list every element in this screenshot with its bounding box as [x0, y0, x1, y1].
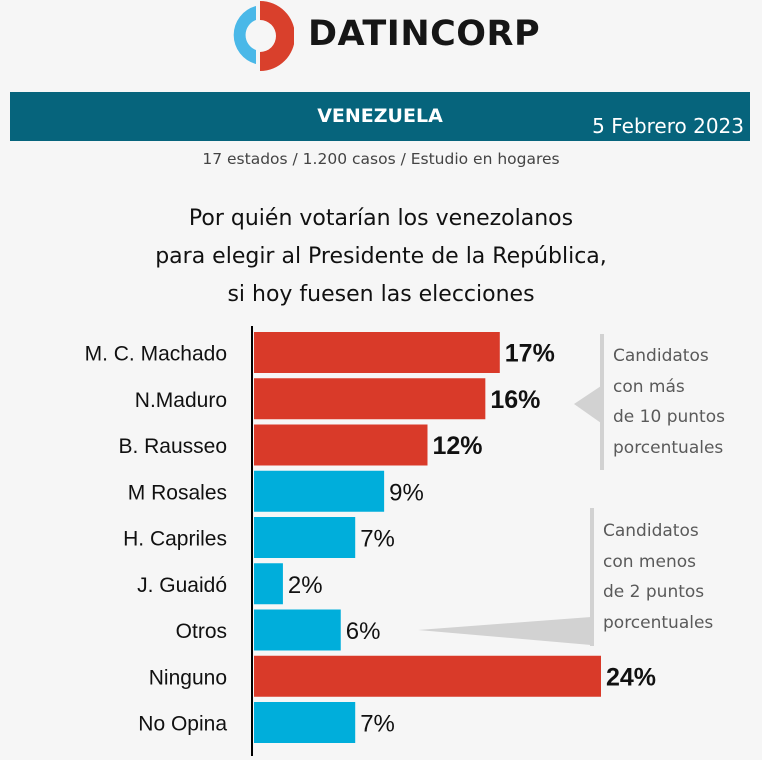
- category-label: No Opina: [138, 713, 227, 736]
- value-label: 7%: [360, 526, 395, 553]
- callout-bottom-text: Candidatos con menos de 2 puntos porcent…: [603, 516, 713, 638]
- survey-date: 5 Febrero 2023: [592, 114, 744, 138]
- callout-bottom-bracket: [590, 508, 594, 646]
- bar: [254, 470, 385, 512]
- category-label: Ninguno: [149, 666, 227, 689]
- callout-bottom-arrow: [418, 617, 591, 645]
- value-label: 16%: [490, 386, 540, 414]
- category-label: H. Capriles: [123, 528, 227, 551]
- country-title: VENEZUELA: [317, 105, 443, 127]
- callout-line: con menos: [603, 551, 696, 572]
- callout-line: con más: [613, 376, 685, 397]
- category-label: M Rosales: [128, 481, 227, 504]
- value-label: 12%: [433, 432, 483, 460]
- callout-line: de 10 puntos: [613, 407, 725, 427]
- datincorp-logo-icon: [233, 1, 294, 71]
- bar: [254, 655, 601, 697]
- value-label: 6%: [346, 618, 381, 645]
- value-label: 2%: [288, 572, 323, 599]
- callout-top-arrow: [574, 386, 601, 423]
- value-label: 24%: [606, 663, 656, 691]
- category-label: Otros: [176, 620, 227, 643]
- bar: [254, 332, 500, 373]
- category-label: B. Rausseo: [118, 435, 227, 458]
- chart-title: Por quién votarían los venezolanos para …: [0, 200, 762, 314]
- value-label: 9%: [389, 479, 424, 506]
- survey-details: 17 estados / 1.200 casos / Estudio en ho…: [202, 150, 560, 168]
- bar: [254, 563, 283, 605]
- callout-line: de 2 puntos: [603, 582, 705, 602]
- chart-title-line: si hoy fuesen las elecciones: [227, 282, 535, 307]
- category-label: N.Maduro: [135, 389, 227, 412]
- category-label: M. C. Machado: [85, 343, 227, 366]
- brand-name: DATINCORP: [308, 14, 541, 54]
- value-label: 7%: [360, 711, 395, 738]
- chart-title-line: para elegir al Presidente de la Repúblic…: [155, 244, 607, 269]
- category-label: J. Guaidó: [137, 574, 227, 597]
- logo-blue-half: [233, 6, 256, 64]
- bar: [254, 378, 486, 420]
- bar: [254, 702, 356, 743]
- callout-line: porcentuales: [613, 437, 724, 458]
- callout-line: porcentuales: [603, 612, 714, 633]
- bar: [254, 424, 428, 466]
- bar: [254, 609, 341, 651]
- bar: [254, 517, 356, 558]
- header-banner: [10, 92, 750, 141]
- callout-line: Candidatos: [613, 346, 709, 366]
- callout-top-bracket: [600, 334, 604, 470]
- chart-title-line: Por quién votarían los venezolanos: [188, 206, 574, 231]
- callout-top-text: Candidatos con más de 10 puntos porcentu…: [613, 341, 725, 463]
- logo-red-half: [260, 1, 294, 71]
- value-label: 17%: [505, 340, 555, 368]
- callout-line: Candidatos: [603, 521, 699, 541]
